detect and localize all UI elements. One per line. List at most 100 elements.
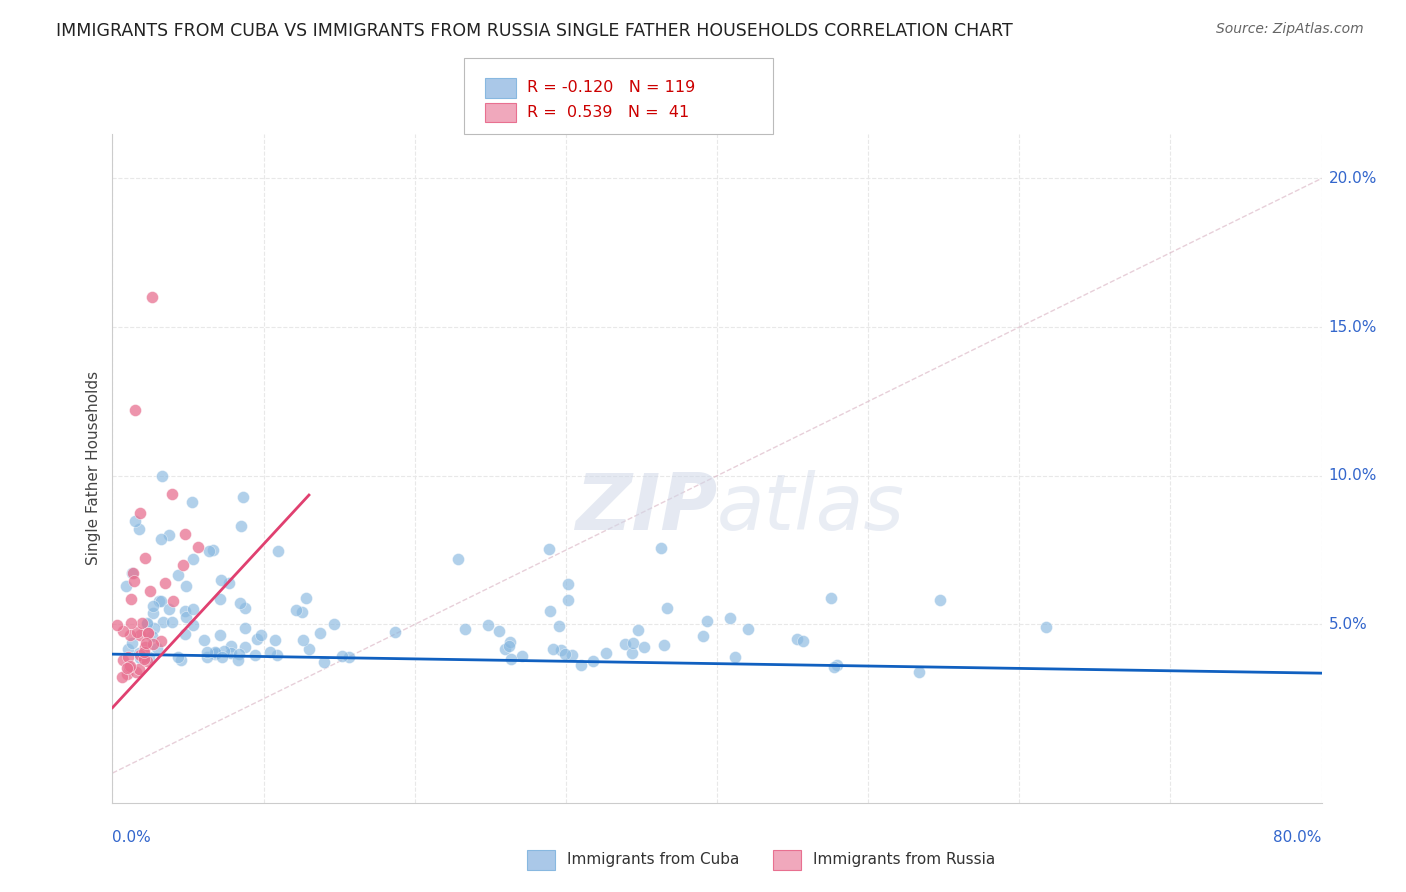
Point: [498, 639, 520, 653]
Point: [121, 566, 143, 580]
Point: [127, 624, 149, 639]
Point: [245, 632, 267, 647]
Point: [167, 649, 190, 664]
Point: [650, 541, 672, 555]
Point: [337, 650, 360, 665]
Point: [657, 601, 679, 615]
Point: [571, 658, 593, 673]
Y-axis label: Single Father Households: Single Father Households: [86, 371, 101, 566]
Point: [540, 604, 562, 618]
Point: [221, 639, 243, 653]
Point: [183, 552, 205, 566]
Point: [136, 626, 159, 640]
Point: [159, 528, 181, 542]
Text: atlas: atlas: [717, 470, 905, 547]
Point: [169, 653, 191, 667]
Point: [162, 594, 184, 608]
Point: [264, 632, 287, 647]
Point: [696, 614, 718, 628]
Text: R = -0.120   N = 119: R = -0.120 N = 119: [527, 80, 696, 95]
Point: [135, 636, 157, 650]
Point: [134, 640, 156, 654]
Point: [128, 506, 150, 520]
Text: 15.0%: 15.0%: [1329, 319, 1376, 334]
Point: [120, 616, 142, 631]
Text: 5.0%: 5.0%: [1329, 617, 1368, 632]
Point: [139, 583, 162, 598]
Point: [454, 622, 477, 636]
Point: [136, 617, 159, 632]
Text: Immigrants from Cuba: Immigrants from Cuba: [567, 853, 740, 867]
Point: [121, 636, 143, 650]
Point: [128, 628, 150, 642]
Point: [724, 650, 747, 665]
Point: [173, 626, 195, 640]
Point: [786, 632, 808, 646]
Point: [1035, 620, 1057, 634]
Point: [141, 290, 163, 304]
Point: [633, 640, 655, 655]
Point: [557, 593, 579, 607]
Point: [652, 638, 675, 652]
Point: [149, 594, 172, 608]
Point: [259, 645, 281, 659]
Point: [825, 658, 848, 673]
Point: [477, 618, 499, 632]
Point: [125, 665, 148, 679]
Point: [115, 579, 138, 593]
Point: [266, 648, 288, 663]
Point: [548, 619, 571, 633]
Point: [117, 660, 139, 674]
Point: [142, 637, 165, 651]
Point: [117, 649, 139, 664]
Point: [233, 621, 256, 635]
Point: [115, 661, 138, 675]
Point: [120, 628, 142, 642]
Point: [219, 646, 242, 660]
Point: [134, 550, 156, 565]
Point: [550, 643, 572, 657]
Point: [250, 628, 273, 642]
Point: [160, 486, 183, 500]
Point: [226, 653, 249, 667]
Point: [908, 665, 931, 679]
Point: [135, 654, 157, 668]
Point: [118, 658, 141, 673]
Point: [142, 599, 165, 613]
Point: [202, 543, 225, 558]
Point: [204, 647, 226, 661]
Text: ZIP: ZIP: [575, 470, 717, 547]
Point: [291, 605, 314, 619]
Point: [136, 625, 159, 640]
Point: [692, 629, 714, 643]
Point: [174, 527, 197, 541]
Point: [211, 649, 233, 664]
Point: [595, 646, 617, 660]
Point: [142, 606, 165, 620]
Point: [150, 468, 173, 483]
Point: [117, 641, 139, 656]
Point: [718, 611, 741, 625]
Point: [157, 602, 180, 616]
Point: [135, 616, 157, 631]
Point: [447, 552, 470, 566]
Point: [312, 655, 335, 669]
Point: [510, 648, 533, 663]
Text: Immigrants from Russia: Immigrants from Russia: [813, 853, 995, 867]
Point: [229, 596, 252, 610]
Point: [134, 652, 156, 666]
Point: [155, 575, 177, 590]
Point: [105, 618, 128, 632]
Point: [218, 575, 240, 590]
Point: [621, 646, 644, 660]
Point: [149, 533, 172, 547]
Point: [614, 636, 637, 650]
Point: [128, 651, 150, 665]
Point: [183, 602, 205, 616]
Point: [128, 662, 150, 676]
Point: [120, 591, 142, 606]
Point: [488, 624, 510, 638]
Point: [195, 650, 218, 665]
Point: [494, 641, 516, 656]
Point: [181, 618, 204, 632]
